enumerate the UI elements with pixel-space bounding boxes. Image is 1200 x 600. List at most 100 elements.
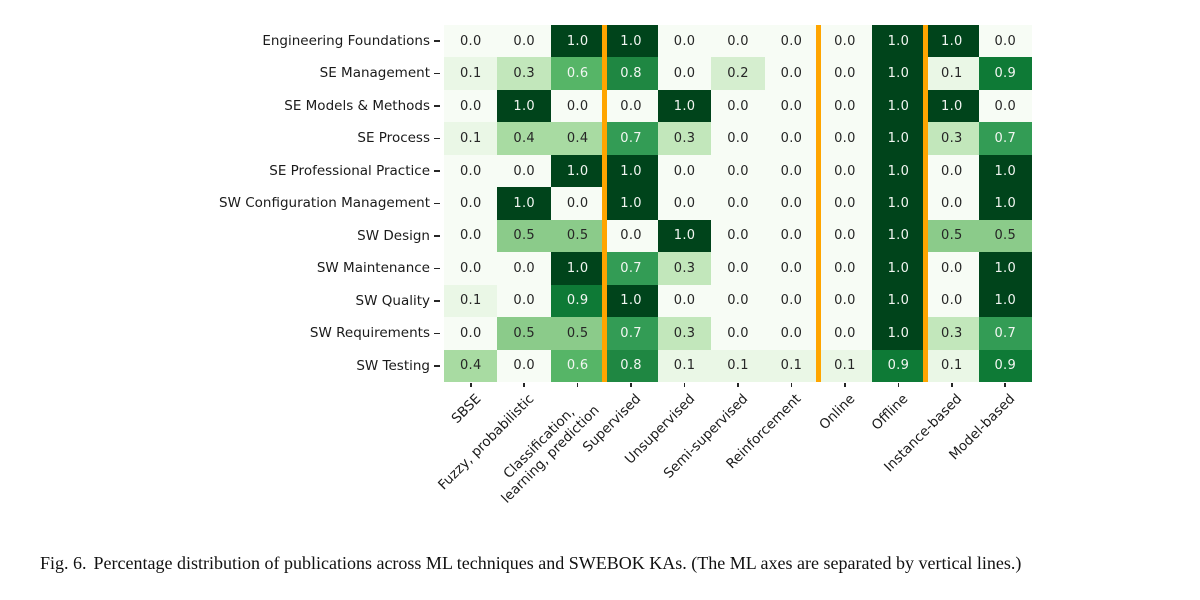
heatmap-cell: 0.0: [711, 317, 765, 350]
heatmap-cell: 0.1: [657, 349, 712, 382]
heatmap-cell: 0.0: [818, 252, 872, 285]
heatmap-cell: 0.0: [764, 284, 819, 318]
heatmap-cell: 1.0: [604, 154, 658, 188]
heatmap-cell: 0.1: [711, 349, 765, 382]
heatmap-cell: 0.0: [925, 252, 979, 285]
heatmap-cell: 0.0: [925, 154, 979, 188]
heatmap-cell: 0.0: [444, 154, 498, 188]
heatmap-cell: 0.1: [444, 122, 498, 155]
heatmap-cell: 1.0: [604, 187, 658, 220]
heatmap-cell: 0.0: [711, 284, 765, 318]
y-tick: [434, 72, 440, 75]
heatmap-cell: 0.0: [444, 317, 498, 350]
heatmap-cell: 1.0: [550, 25, 605, 58]
heatmap-cell: 0.9: [978, 57, 1032, 90]
heatmap-cell: 0.0: [764, 219, 819, 253]
ml-axis-separator-line: [922, 25, 928, 382]
figure-caption-label: Fig. 6.: [40, 553, 87, 573]
heatmap-cell: 0.5: [978, 219, 1032, 253]
heatmap-cell: 1.0: [871, 284, 926, 318]
x-tick: [844, 382, 846, 387]
heatmap-cell: 0.1: [444, 57, 498, 90]
heatmap-cell: 1.0: [925, 89, 979, 123]
heatmap-cell: 0.0: [497, 25, 551, 58]
heatmap-cell: 1.0: [657, 219, 712, 253]
y-tick: [434, 332, 440, 335]
heatmap-cell: 0.0: [657, 57, 712, 90]
heatmap-cell: 0.0: [818, 57, 872, 90]
figure-caption-text: Percentage distribution of publications …: [93, 553, 1022, 573]
heatmap-cell: 0.0: [550, 187, 605, 220]
heatmap-cell: 0.3: [925, 122, 979, 155]
heatmap-cell: 0.0: [497, 252, 551, 285]
figure-caption: Fig. 6. Percentage distribution of public…: [40, 553, 1180, 574]
row-label: SW Configuration Management: [219, 195, 430, 212]
heatmap-cell: 0.3: [657, 252, 712, 285]
heatmap-cell: 0.0: [818, 317, 872, 350]
heatmap-cell: 0.0: [764, 154, 819, 188]
heatmap: 0.0 0.0 1.0 1.0 0.0 0.0 0.0 0.0 1.0 1.0 0.0 0.1 0.3 0…: [444, 25, 1032, 382]
heatmap-cell: 1.0: [550, 252, 605, 285]
heatmap-cell: 0.9: [871, 349, 926, 382]
row-label: SE Management: [319, 65, 430, 82]
heatmap-cell: 1.0: [871, 154, 926, 188]
heatmap-cell: 1.0: [871, 187, 926, 220]
ml-axis-separator-line: [815, 25, 821, 382]
heatmap-cell: 0.0: [711, 122, 765, 155]
heatmap-cell: 0.0: [925, 284, 979, 318]
heatmap-cell: 0.0: [497, 154, 551, 188]
heatmap-cell: 0.0: [711, 219, 765, 253]
heatmap-cell: 0.0: [818, 154, 872, 188]
heatmap-cell: 1.0: [978, 284, 1032, 318]
row-label: SW Testing: [356, 357, 430, 374]
heatmap-cell: 1.0: [550, 154, 605, 188]
heatmap-cell: 0.0: [711, 154, 765, 188]
heatmap-cell: 0.3: [657, 122, 712, 155]
heatmap-cell: 1.0: [871, 252, 926, 285]
y-tick: [434, 105, 440, 107]
heatmap-cell: 0.0: [604, 219, 658, 253]
row-label: SE Models & Methods: [284, 97, 430, 114]
heatmap-cell: 1.0: [871, 219, 926, 253]
heatmap-cell: 0.0: [818, 25, 872, 58]
heatmap-cell: 0.0: [764, 25, 819, 58]
heatmap-cell: 1.0: [497, 89, 551, 123]
x-tick: [737, 382, 739, 387]
heatmap-cell: 0.1: [818, 349, 872, 382]
heatmap-cell: 0.0: [764, 122, 819, 155]
x-tick: [576, 382, 579, 387]
heatmap-cell: 1.0: [497, 187, 551, 220]
heatmap-cell: 0.0: [764, 187, 819, 220]
y-tick: [434, 170, 440, 172]
heatmap-cell: 0.1: [925, 349, 979, 382]
heatmap-cell: 0.0: [497, 349, 551, 382]
y-tick: [434, 40, 440, 43]
heatmap-cell: 1.0: [871, 89, 926, 123]
heatmap-cell: 0.5: [550, 219, 605, 253]
heatmap-cell: 0.5: [497, 317, 551, 350]
heatmap-cell: 0.8: [604, 57, 658, 90]
y-tick: [434, 300, 440, 302]
heatmap-cell: 0.0: [711, 89, 765, 123]
heatmap-cell: 0.0: [444, 25, 498, 58]
heatmap-cell: 0.9: [978, 349, 1032, 382]
heatmap-cell: 1.0: [978, 154, 1032, 188]
x-tick: [683, 382, 686, 387]
heatmap-cell: 0.8: [604, 349, 658, 382]
heatmap-cell: 0.0: [604, 89, 658, 123]
x-tick: [523, 382, 525, 387]
row-label: SW Maintenance: [316, 260, 430, 277]
heatmap-cell: 0.7: [978, 122, 1032, 155]
heatmap-cell: 0.0: [657, 25, 712, 58]
heatmap-cell: 1.0: [978, 187, 1032, 220]
x-tick: [790, 382, 793, 387]
heatmap-cell: 0.0: [711, 252, 765, 285]
heatmap-cell: 0.5: [550, 317, 605, 350]
heatmap-cell: 0.0: [550, 89, 605, 123]
heatmap-cell: 0.0: [764, 57, 819, 90]
heatmap-cell: 0.0: [444, 187, 498, 220]
heatmap-cell: 0.0: [978, 89, 1032, 123]
heatmap-cell: 0.0: [818, 284, 872, 318]
heatmap-cell: 1.0: [604, 25, 658, 58]
heatmap-cell: 1.0: [604, 284, 658, 318]
